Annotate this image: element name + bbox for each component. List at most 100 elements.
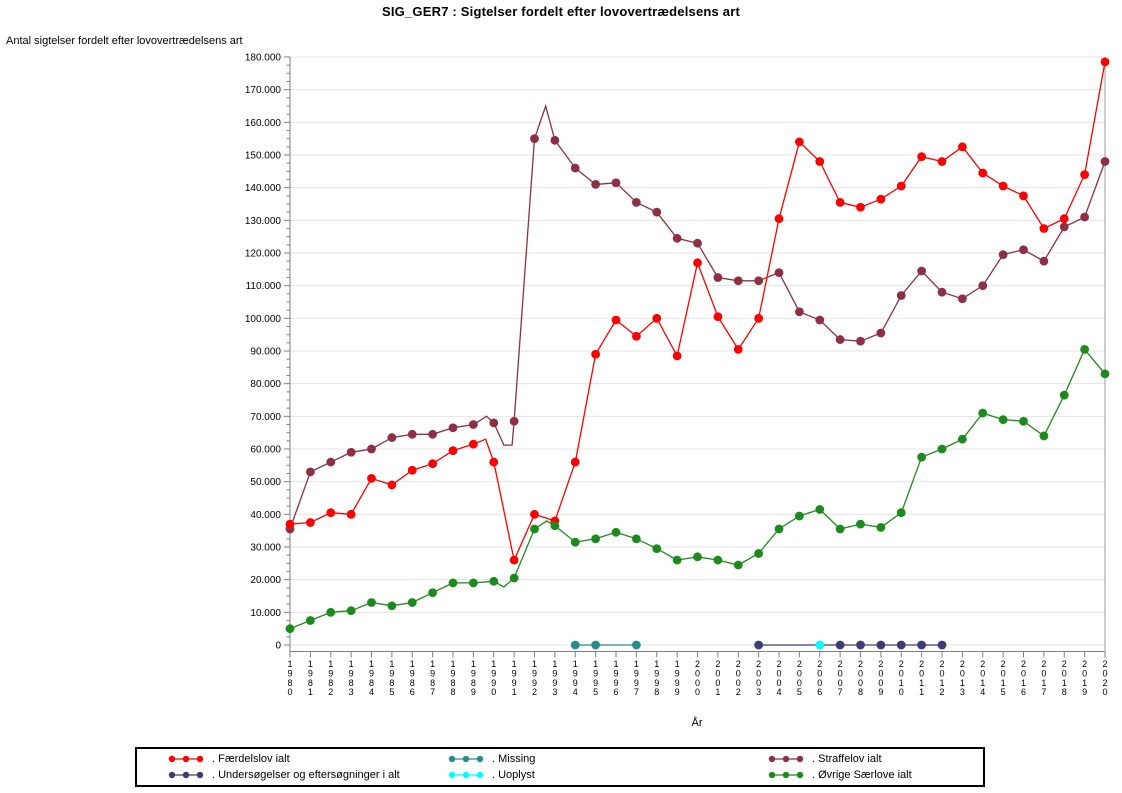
series-marker-Undersøgelser og eftersøgninger i alt [917,640,927,650]
y-tick-label: 60.000 [250,445,281,456]
y-tick-label: 20.000 [250,575,281,586]
series-marker-Færdelslov ialt [1019,191,1028,201]
legend-label: . Straffelov ialt [812,753,882,765]
series-marker-Øvrige Særlove ialt [285,624,295,634]
series-marker-Færdelslov ialt [917,152,927,162]
series-line-Øvrige Særlove ialt [289,348,1106,630]
series-marker-Øvrige Særlove ialt [1100,369,1110,379]
series-marker-Øvrige Særlove ialt [876,523,886,532]
series-marker-Færdelslov ialt [305,518,315,527]
series-marker-Straffelov ialt [489,418,499,428]
legend-label: . Missing [492,753,536,765]
legend-item: . Straffelov ialt [767,753,983,766]
series-marker-Straffelov ialt [367,444,376,454]
series-marker-Færdelslov ialt [1100,57,1110,67]
series-marker-Færdelslov ialt [896,181,906,191]
legend-symbol [448,771,484,779]
series-marker-Straffelov ialt [794,307,804,317]
legend-label: . Færdelslov ialt [212,753,290,765]
series-marker-Straffelov ialt [1080,212,1090,222]
series-marker-Færdelslov ialt [407,465,417,475]
series-marker-Øvrige Særlove ialt [407,598,417,607]
series-marker-Færdelslov ialt [1039,224,1049,233]
series-marker-Øvrige Særlove ialt [631,534,641,544]
series-marker-Færdelslov ialt [611,315,621,325]
series-marker-Øvrige Særlove ialt [652,544,662,554]
series-marker-Øvrige Særlove ialt [693,552,702,562]
series-marker-Færdelslov ialt [591,349,601,359]
series-marker-Øvrige Særlove ialt [1039,431,1049,441]
series-marker-Færdelslov ialt [754,313,764,323]
series-marker-Straffelov ialt [387,433,397,442]
legend-item: . Uoplyst [447,769,767,782]
series-marker-Øvrige Særlove ialt [448,578,458,588]
y-tick-label: 150.000 [245,151,282,162]
series-marker-Straffelov ialt [978,281,988,291]
series-marker-Øvrige Særlove ialt [346,606,356,616]
series-marker-Færdelslov ialt [509,555,519,565]
series-marker-Straffelov ialt [815,315,825,325]
series-marker-Straffelov ialt [856,336,865,346]
series-marker-Færdelslov ialt [367,474,376,483]
series-marker-Straffelov ialt [876,328,886,338]
series-marker-Straffelov ialt [326,457,336,467]
legend-label: . Uoplyst [492,769,535,781]
series-marker-Færdelslov ialt [835,197,845,207]
series-marker-Øvrige Særlove ialt [794,511,804,521]
series-marker-Undersøgelser og eftersøgninger i alt [896,640,906,650]
legend-symbol [448,755,484,763]
series-marker-Straffelov ialt [1039,256,1049,266]
series-marker-Øvrige Særlove ialt [1059,390,1069,400]
y-tick-label: 180.000 [245,53,282,64]
series-marker-Straffelov ialt [835,335,845,344]
series-marker-Færdelslov ialt [530,509,539,519]
series-marker-Øvrige Særlove ialt [530,524,539,534]
y-tick-label: 140.000 [245,183,282,194]
series-marker-Øvrige Særlove ialt [774,524,784,534]
series-marker-Færdelslov ialt [876,194,886,204]
legend-label: . Undersøgelser og eftersøgninger i alt [212,769,400,781]
series-marker-Straffelov ialt [428,429,438,439]
series-marker-Øvrige Særlove ialt [550,521,560,531]
series-marker-Færdelslov ialt [570,457,580,467]
series-marker-Øvrige Særlove ialt [305,616,315,625]
series-marker-Undersøgelser og eftersøgninger i alt [937,640,947,650]
series-marker-Færdelslov ialt [326,508,336,518]
series-marker-Øvrige Særlove ialt [957,434,967,444]
legend-item: . Færdelslov ialt [167,753,447,766]
series-marker-Øvrige Særlove ialt [733,560,743,570]
series-marker-Færdelslov ialt [794,137,804,147]
series-marker-Straffelov ialt [672,233,682,243]
series-marker-Færdelslov ialt [428,459,438,469]
series-marker-Missing [591,640,601,650]
series-marker-Færdelslov ialt [856,202,865,212]
series-marker-Færdelslov ialt [774,214,784,224]
series-marker-Færdelslov ialt [815,157,825,166]
series-marker-Undersøgelser og eftersøgninger i alt [835,640,845,650]
series-marker-Øvrige Særlove ialt [856,519,865,529]
series-marker-Færdelslov ialt [489,457,499,467]
y-tick-label: 90.000 [250,347,281,358]
y-tick-label: 170.000 [245,85,282,96]
series-marker-Straffelov ialt [530,134,539,144]
series-marker-Øvrige Særlove ialt [591,534,601,544]
series-marker-Øvrige Særlove ialt [672,555,682,565]
series-marker-Straffelov ialt [774,268,784,277]
chart-title: SIG_GER7 : Sigtelser fordelt efter lovov… [382,4,740,19]
series-marker-Færdelslov ialt [652,313,662,323]
